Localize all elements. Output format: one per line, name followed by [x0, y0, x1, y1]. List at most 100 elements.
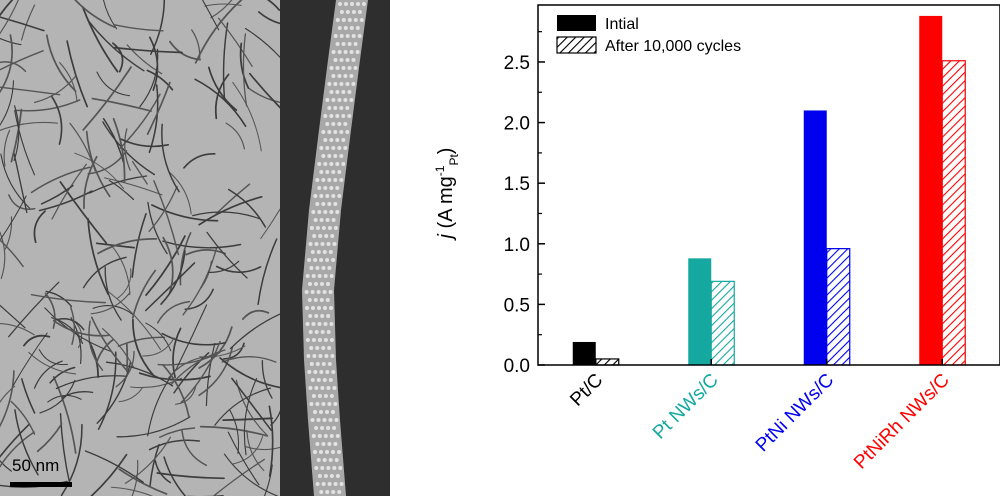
atom-column: [335, 210, 339, 214]
atom-column: [329, 114, 333, 118]
atom-column: [313, 410, 317, 414]
atom-column: [328, 226, 332, 230]
atom-column: [335, 90, 339, 94]
atom-column: [329, 162, 333, 166]
atom-column: [315, 178, 319, 182]
atom-column: [339, 130, 343, 134]
atom-column: [320, 298, 324, 302]
atom-column: [321, 130, 325, 134]
atom-column: [325, 122, 329, 126]
y-tick-label: 2.5: [504, 53, 530, 74]
atom-column: [336, 66, 340, 70]
atom-column: [349, 98, 353, 102]
atom-column: [312, 354, 316, 358]
atom-column: [333, 242, 337, 246]
atom-column: [324, 474, 328, 478]
atom-column: [318, 394, 322, 398]
atom-column: [317, 186, 321, 190]
atom-column: [332, 218, 336, 222]
atom-column: [318, 354, 322, 358]
atom-column: [349, 74, 353, 78]
atom-column: [327, 346, 331, 350]
atom-column: [319, 170, 323, 174]
legend-swatch-initial: [557, 15, 596, 31]
atom-column: [337, 122, 341, 126]
atom-column: [315, 202, 319, 206]
atom-column: [317, 458, 321, 462]
tem-micrograph: 50 nm: [0, 0, 280, 496]
atom-column: [327, 330, 331, 334]
atom-column: [329, 418, 333, 422]
bar-initial: [919, 16, 942, 365]
atom-column: [317, 306, 321, 310]
atom-column: [313, 258, 317, 262]
atom-column: [321, 202, 325, 206]
legend: Intial After 10,000 cycles: [557, 15, 741, 55]
atom-column: [329, 90, 333, 94]
atom-column: [338, 26, 342, 30]
atom-column: [327, 442, 331, 446]
atom-column: [326, 282, 330, 286]
atom-column: [314, 282, 318, 286]
atom-column: [337, 74, 341, 78]
atom-column: [319, 370, 323, 374]
atom-column: [356, 26, 360, 30]
atom-column: [346, 58, 350, 62]
atom-column: [317, 378, 321, 382]
atom-column: [330, 354, 334, 358]
atom-column: [325, 370, 329, 374]
atom-column: [341, 138, 345, 142]
atom-column: [337, 490, 341, 494]
atom-column: [307, 370, 311, 374]
atom-column: [314, 466, 318, 470]
atom-column: [319, 258, 323, 262]
atom-column: [348, 18, 352, 22]
atom-column: [315, 330, 319, 334]
stem-image: [280, 0, 390, 496]
bar-initial: [688, 258, 711, 365]
atom-column: [324, 354, 328, 358]
y-tick-label: 1.5: [504, 174, 530, 195]
atom-column: [327, 178, 331, 182]
atom-column: [315, 442, 319, 446]
atom-column: [321, 402, 325, 406]
atom-column: [308, 386, 312, 390]
atom-column: [316, 362, 320, 366]
legend-label-after-cycles: After 10,000 cycles: [605, 38, 741, 55]
category-label: PtNiRh NWs/C: [850, 370, 954, 474]
atom-column: [350, 50, 354, 54]
atom-column: [335, 138, 339, 142]
atom-column: [331, 410, 335, 414]
atom-column: [315, 242, 319, 246]
atom-column: [313, 194, 317, 198]
y-axis-label: j (A mg-1Pt): [433, 148, 461, 242]
atom-column: [337, 170, 341, 174]
atom-column: [344, 26, 348, 30]
atom-column: [330, 474, 334, 478]
atom-column: [342, 42, 346, 46]
atom-column: [324, 234, 328, 238]
bar-after-cycles: [711, 281, 734, 365]
atom-column: [311, 210, 315, 214]
atom-column: [323, 378, 327, 382]
atom-column: [322, 482, 326, 486]
atom-column: [325, 450, 329, 454]
atom-column: [306, 274, 310, 278]
atom-column: [331, 146, 335, 150]
atom-column: [330, 66, 334, 70]
atom-column: [336, 18, 340, 22]
atom-column: [360, 18, 364, 22]
atom-column: [323, 458, 327, 462]
atom-column: [346, 10, 350, 14]
atom-column: [323, 418, 327, 422]
atom-column: [340, 58, 344, 62]
atom-column: [315, 346, 319, 350]
atom-column: [326, 298, 330, 302]
atom-column: [333, 202, 337, 206]
atom-column: [315, 266, 319, 270]
atom-column: [317, 162, 321, 166]
atom-column: [327, 202, 331, 206]
atom-column: [311, 250, 315, 254]
atom-column: [324, 338, 328, 342]
